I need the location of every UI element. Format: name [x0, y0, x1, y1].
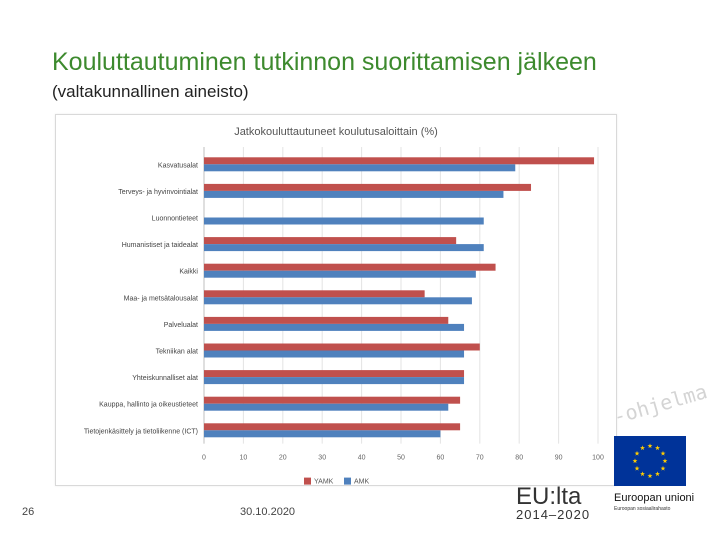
chart-bars — [204, 157, 595, 438]
eu-star-icon — [632, 458, 638, 464]
bar-amk — [204, 270, 476, 278]
watermark-text: -ohjelma — [610, 379, 710, 429]
category-labels: Kasvatusalat Terveys- ja hyvinvointialat L… — [84, 162, 199, 435]
slide-date: 30.10.2020 — [240, 506, 296, 518]
x-tick-label: 100 — [592, 455, 604, 462]
category-label: Humanistiset ja taidealat — [122, 242, 198, 249]
bar-yamk — [204, 343, 480, 351]
eu-flag-stars — [632, 443, 668, 479]
page-number: 26 — [22, 506, 35, 518]
bar-amk — [204, 190, 504, 198]
eu-star-icon — [655, 471, 660, 477]
bar-yamk — [204, 396, 461, 404]
x-tick-label: 10 — [240, 455, 248, 462]
eu-star-icon — [634, 450, 640, 456]
eu-lta-logo: EU:lta 2014–2020 — [516, 483, 590, 522]
eu-star-icon — [634, 465, 640, 471]
eu-star-icon — [647, 473, 653, 479]
x-tick-label: 60 — [437, 455, 445, 462]
x-tick-label: 50 — [397, 455, 405, 462]
bar-yamk — [204, 370, 465, 378]
bar-yamk — [204, 263, 496, 271]
bar-yamk — [204, 316, 449, 324]
x-tick-label: 70 — [476, 455, 484, 462]
bar-yamk — [204, 423, 461, 431]
bar-amk — [204, 164, 516, 172]
bar-amk — [204, 377, 465, 385]
chart-title: Jatkokouluttautuneet koulutusaloittain (… — [234, 126, 438, 138]
legend-swatch — [304, 477, 311, 485]
bar-chart: Jatkokouluttautuneet koulutusaloittain (… — [84, 126, 604, 485]
bar-amk — [204, 403, 449, 411]
bar-amk — [204, 217, 484, 225]
chart-legend: YAMK AMK — [304, 477, 370, 485]
bar-yamk — [204, 237, 457, 245]
category-label: Kaikki — [179, 269, 198, 276]
x-tick-label: 0 — [202, 455, 206, 462]
bar-amk — [204, 323, 465, 331]
category-label: Tekniikan alat — [156, 349, 198, 356]
eu-lta-logo-text: EU:lta — [516, 483, 582, 510]
eu-star-icon — [640, 471, 645, 477]
x-tick-label: 20 — [279, 455, 287, 462]
category-label: Kauppa, hallinto ja oikeustieteet — [99, 402, 198, 409]
eu-star-icon — [662, 458, 668, 464]
bar-amk — [204, 430, 441, 438]
slide-title: Kouluttautuminen tutkinnon suorittamisen… — [52, 48, 597, 76]
eu-star-icon — [655, 445, 660, 451]
eu-star-icon — [660, 450, 666, 456]
category-label: Palvelualat — [164, 322, 198, 329]
x-tick-label: 30 — [318, 455, 326, 462]
bar-yamk — [204, 183, 532, 191]
bar-yamk — [204, 157, 595, 165]
eu-union-text: Euroopan unioni — [614, 492, 695, 504]
category-label: Maa- ja metsätalousalat — [124, 295, 198, 302]
bar-amk — [204, 244, 484, 252]
bar-yamk — [204, 290, 425, 298]
legend-swatch — [344, 477, 351, 485]
category-label: Yhteiskunnalliset alat — [132, 375, 198, 382]
chart-container: Jatkokouluttautuneet koulutusaloittain (… — [55, 114, 617, 486]
category-label: Terveys- ja hyvinvointialat — [118, 189, 198, 196]
eu-star-icon — [647, 443, 653, 449]
eu-star-icon — [660, 465, 666, 471]
x-tick-label: 40 — [358, 455, 366, 462]
legend-label: AMK — [354, 479, 370, 485]
category-label: Kasvatusalat — [158, 162, 198, 169]
eu-lta-logo-years: 2014–2020 — [516, 507, 590, 522]
x-tick-label: 90 — [555, 455, 563, 462]
x-axis-ticks: 0 10 20 30 40 50 60 70 80 90 100 — [202, 455, 604, 462]
category-label: Luonnontieteet — [152, 216, 198, 223]
category-label: Tietojenkäsittely ja tietoliikenne (ICT) — [84, 428, 198, 435]
eu-star-icon — [640, 445, 645, 451]
legend-label: YAMK — [314, 479, 334, 485]
bar-amk — [204, 297, 472, 305]
eu-flag-icon — [614, 436, 686, 486]
bar-amk — [204, 350, 465, 358]
slide-subtitle: (valtakunnallinen aineisto) — [52, 82, 249, 101]
eu-union-subtext: Euroopan sosiaalirahasto — [614, 506, 671, 512]
x-tick-label: 80 — [515, 455, 523, 462]
